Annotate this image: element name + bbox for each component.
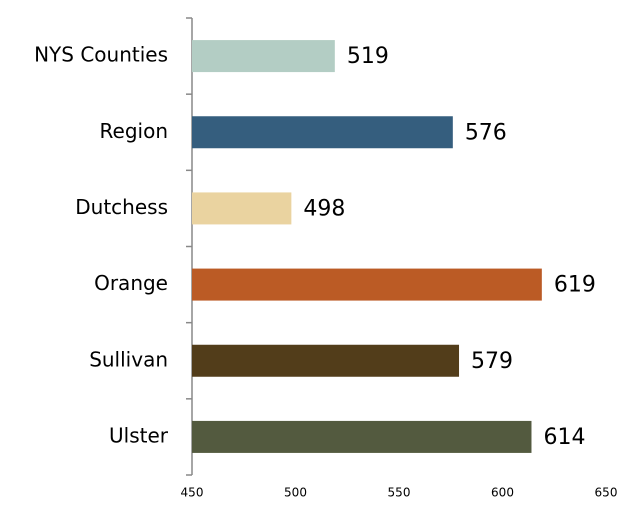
x-tick-label: 600: [491, 486, 514, 500]
y-tick-label: Orange: [94, 271, 168, 295]
y-tick-label: Dutchess: [75, 195, 168, 219]
bar: [192, 40, 335, 73]
y-tick-label: NYS Counties: [34, 43, 168, 67]
y-tick-label: Region: [100, 119, 168, 143]
data-label: 576: [465, 120, 507, 145]
y-tick-label: Ulster: [109, 423, 169, 447]
data-label: 619: [554, 273, 596, 298]
x-tick-label: 550: [388, 486, 411, 500]
bar: [192, 268, 542, 301]
data-label: 579: [471, 349, 513, 374]
y-tick-label: Sullivan: [89, 347, 168, 371]
data-label: 614: [543, 425, 585, 450]
data-label: 519: [347, 44, 389, 69]
x-tick-label: 650: [595, 486, 618, 500]
bar: [192, 344, 460, 377]
data-label: 498: [303, 196, 345, 221]
x-tick-label: 500: [284, 486, 307, 500]
bar: [192, 192, 292, 225]
bar: [192, 420, 532, 453]
bar: [192, 116, 453, 149]
x-tick-label: 450: [181, 486, 204, 500]
